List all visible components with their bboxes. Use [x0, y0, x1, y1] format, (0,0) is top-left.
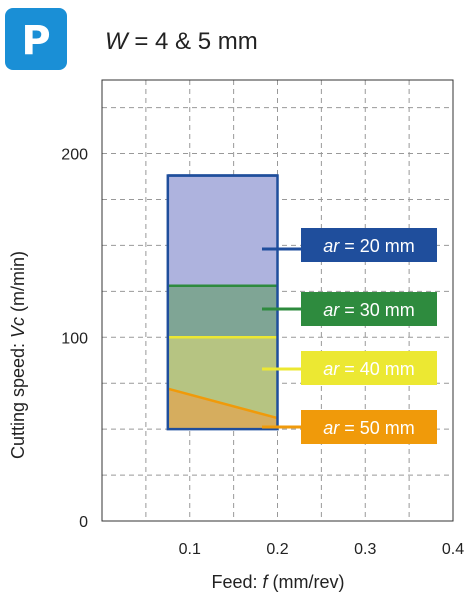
- badge-letter: P: [21, 18, 50, 64]
- y-axis-title-var: Vc: [8, 317, 28, 338]
- chart-title-var: W: [105, 28, 130, 55]
- y-axis-title: Cutting speed: Vc (m/min): [8, 251, 28, 459]
- legend-label-var: ar: [323, 418, 340, 438]
- legend-label-value: = 20 mm: [339, 236, 415, 256]
- x-tick-label: 0.1: [179, 541, 201, 558]
- y-tick-label: 100: [61, 330, 88, 347]
- legend-label-value: = 40 mm: [339, 359, 415, 379]
- legend-label: ar = 20 mm: [323, 236, 415, 256]
- legend-label-var: ar: [323, 300, 340, 320]
- legend-label-var: ar: [323, 236, 340, 256]
- legend-label-value: = 30 mm: [339, 300, 415, 320]
- x-tick-label: 0.2: [266, 541, 288, 558]
- chart-title: W = 4 & 5 mm: [105, 28, 258, 55]
- region-band: [168, 176, 278, 286]
- y-tick-labels: 0 100 200: [61, 147, 88, 532]
- chart-title-rest: = 4 & 5 mm: [128, 28, 258, 55]
- y-axis-title-unit: (m/min): [8, 251, 28, 317]
- x-axis-title-prefix: Feed:: [211, 572, 262, 592]
- legend-label: ar = 30 mm: [323, 300, 415, 320]
- x-tick-labels: 0.1 0.2 0.3 0.4: [179, 541, 465, 558]
- legend-label-var: ar: [323, 359, 340, 379]
- y-tick-label: 200: [61, 147, 88, 164]
- region-band: [168, 286, 278, 337]
- y-tick-label: 0: [79, 514, 88, 531]
- y-axis-title-prefix: Cutting speed:: [8, 338, 28, 459]
- x-tick-label: 0.4: [442, 541, 464, 558]
- legend-label-value: = 50 mm: [339, 418, 415, 438]
- region-fills: [168, 176, 278, 430]
- legend-label: ar = 50 mm: [323, 418, 415, 438]
- x-axis-title: Feed: f (mm/rev): [211, 572, 344, 592]
- x-axis-title-unit: (mm/rev): [268, 572, 345, 592]
- x-tick-label: 0.3: [354, 541, 376, 558]
- legend-label: ar = 40 mm: [323, 359, 415, 379]
